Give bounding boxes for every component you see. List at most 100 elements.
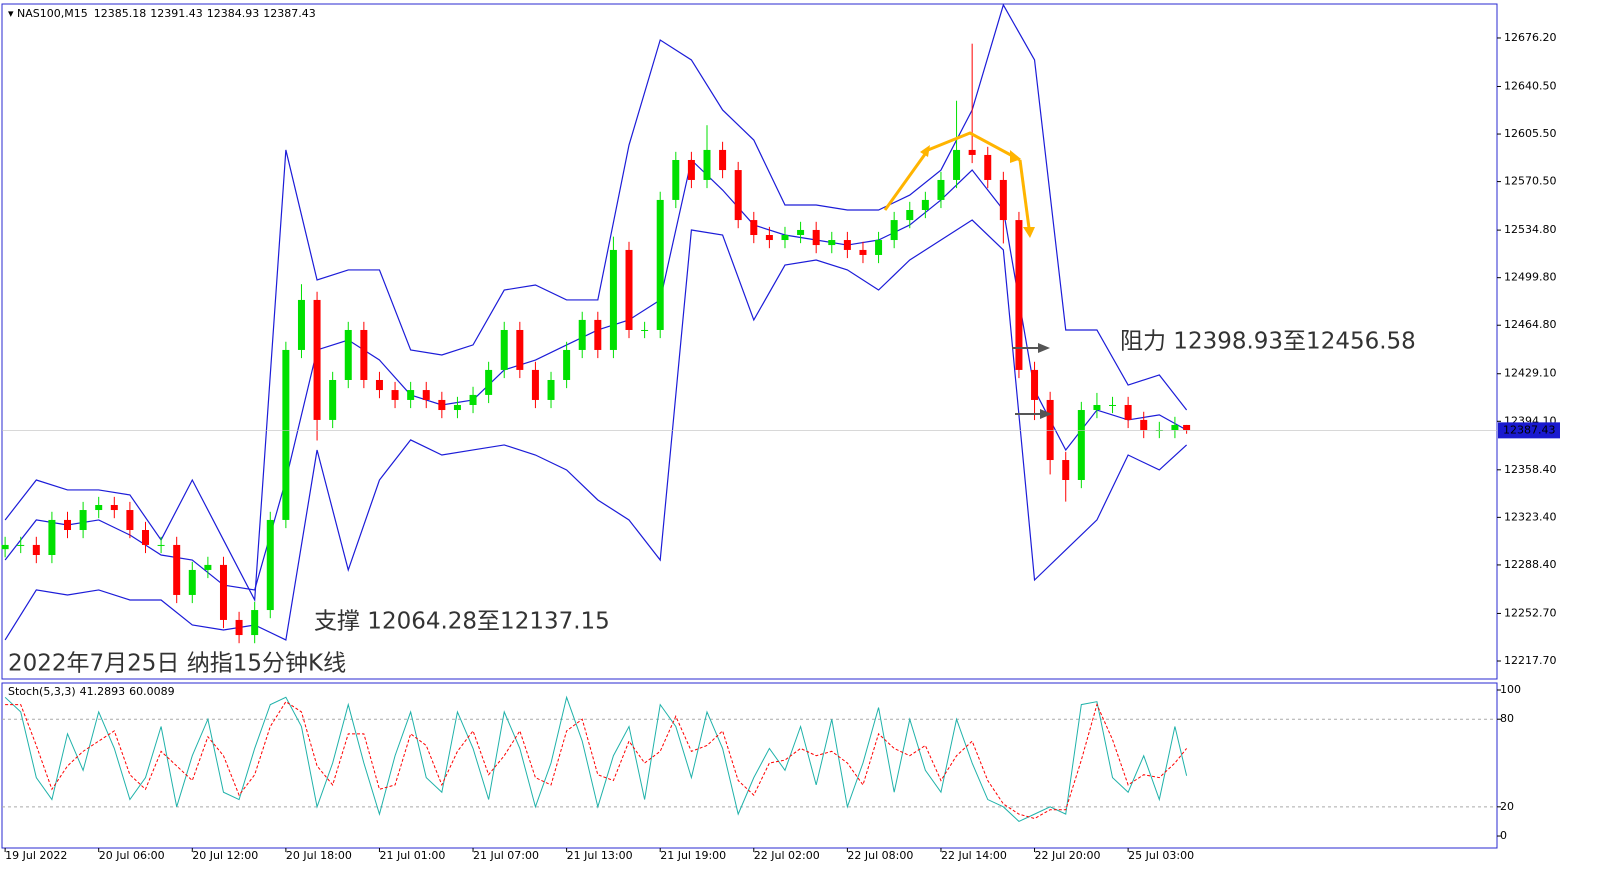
candle-body [219, 564, 227, 620]
stoch-main-value: 41.2893 [80, 685, 126, 698]
candle-body [656, 199, 664, 330]
candle-body [1015, 220, 1023, 370]
y-tick-label: 12499.80 [1504, 271, 1557, 284]
candle-body [407, 390, 415, 400]
y-tick-label: 100 [1500, 683, 1521, 696]
current-price-label: 12387.43 [1503, 423, 1556, 436]
candle-body [734, 170, 742, 221]
candle-body [1140, 419, 1148, 430]
trend-arrow [883, 131, 1021, 211]
arrow-head [1040, 409, 1052, 419]
stoch-line [4, 695, 1188, 823]
candle-body [875, 240, 883, 255]
x-tick-label: 20 Jul 12:00 [192, 849, 258, 862]
candle-body [266, 519, 274, 611]
drawn-arrows [883, 131, 1052, 419]
candle-body [750, 220, 758, 236]
candle-body [422, 390, 430, 400]
plot-layer: 12676.20 12640.50 12605.50 12570.50 12534.80… [1, 3, 1560, 862]
candle-body [453, 404, 461, 411]
x-tick-label: 20 Jul 18:00 [286, 849, 352, 862]
candle-body [1046, 399, 1054, 461]
candle-body [32, 544, 40, 556]
candle-body [625, 249, 633, 330]
y-tick-label: 12217.70 [1504, 654, 1557, 667]
y-tick-label: 12252.70 [1504, 606, 1557, 619]
candle-body [235, 619, 243, 636]
candle-body [703, 149, 711, 180]
y-tick-label: 12323.40 [1504, 510, 1557, 523]
x-tick-label: 22 Jul 20:00 [1035, 849, 1101, 862]
header-open: 12385.18 [94, 7, 147, 20]
candle-body [812, 229, 820, 246]
candle-body [1093, 404, 1101, 411]
y-tick-label: 12570.50 [1504, 175, 1557, 188]
current-price-box [1498, 422, 1560, 439]
candle-body [765, 235, 773, 241]
candle-body [953, 149, 961, 180]
header-low: 12384.93 [207, 7, 260, 20]
candle-body [251, 610, 259, 636]
x-tick-label: 22 Jul 02:00 [754, 849, 820, 862]
y-tick-label: 12288.40 [1504, 558, 1557, 571]
trend-arrow [1018, 159, 1031, 229]
candle-body [578, 319, 586, 350]
candle-body [500, 329, 508, 370]
arrow-head [1023, 227, 1035, 238]
candle-body [360, 329, 368, 380]
candle-body [95, 505, 103, 511]
candle-body [672, 159, 680, 200]
candle-body [204, 564, 212, 570]
candle-body [173, 544, 181, 595]
arrow-head [920, 145, 930, 157]
chart-title: 2022年7月25日 纳指15分钟K线 [8, 651, 346, 677]
candle-body [828, 240, 836, 246]
x-tick-label: 19 Jul 2022 [5, 849, 67, 862]
resistance-note: 阻力 12398.93至12456.58 [1120, 329, 1416, 355]
main-panel [1, 3, 1498, 680]
indicator-name: Stoch(5,3,3) [8, 685, 76, 698]
x-tick-label: 22 Jul 14:00 [941, 849, 1007, 862]
candle-body [781, 235, 789, 241]
arrow-head [1038, 343, 1050, 353]
header-high: 12391.43 [150, 7, 203, 20]
candle-body [157, 544, 165, 546]
candle-body [297, 299, 305, 350]
candle-body [282, 349, 290, 520]
candle-body [563, 349, 571, 380]
candle-body [64, 519, 72, 531]
candle-body [188, 569, 196, 595]
candle-body [890, 220, 898, 241]
y-tick-label: 12358.40 [1504, 463, 1557, 476]
x-tick-label: 21 Jul 19:00 [660, 849, 726, 862]
stoch-panel [1, 682, 1498, 849]
candle-body [1183, 424, 1191, 431]
candle-body [531, 369, 539, 400]
candle-body [1171, 424, 1179, 430]
candle-body [313, 299, 321, 420]
candle-body [17, 544, 25, 546]
y-tick-label: 20 [1500, 800, 1514, 813]
y-tick-label: 0 [1500, 829, 1507, 842]
candle-body [1077, 410, 1085, 480]
candle-body [921, 199, 929, 210]
candle-body [344, 329, 352, 380]
candle-body [797, 229, 805, 236]
candle-body [141, 530, 149, 545]
menu-triangle: ▾ [8, 7, 17, 20]
candle-body [516, 329, 524, 370]
candle-body [843, 240, 851, 250]
y-tick-label: 12640.50 [1504, 79, 1557, 92]
x-tick-label: 22 Jul 08:00 [847, 849, 913, 862]
y-tick-label: 12429.10 [1504, 367, 1557, 380]
y-tick-label: 12534.80 [1504, 223, 1557, 236]
candle-body [1, 544, 9, 550]
candle-body [968, 149, 976, 155]
chart-header: ▾ NAS100,M15 12385.18 12391.43 12384.93 1238… [8, 7, 316, 20]
y-tick-label: 12605.50 [1504, 127, 1557, 140]
support-note: 支撑 12064.28至12137.15 [314, 609, 610, 635]
candle-body [48, 519, 56, 556]
candle-body [906, 209, 914, 221]
candle-body [126, 510, 134, 531]
